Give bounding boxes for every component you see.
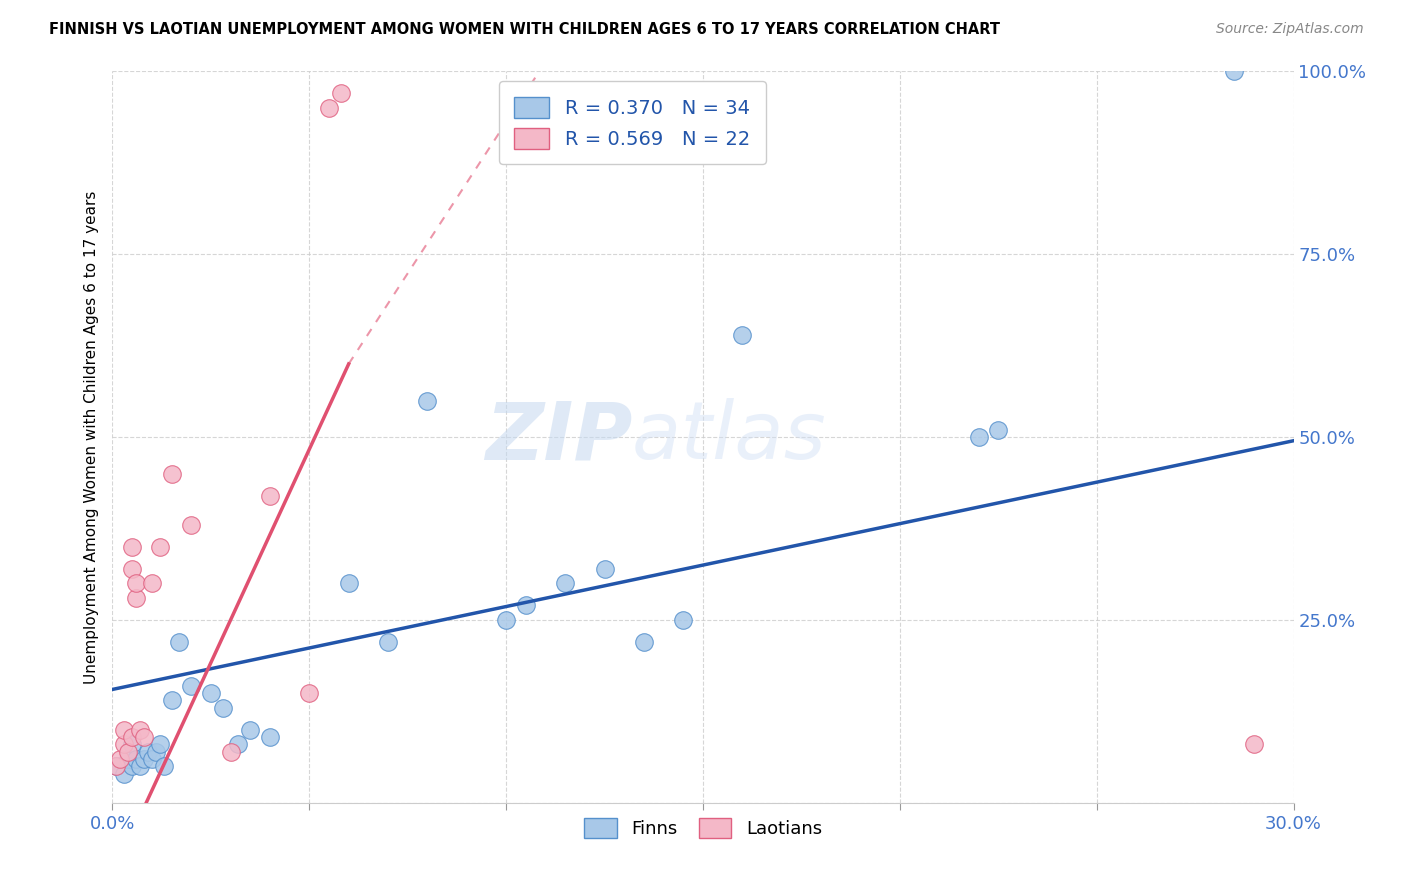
Point <box>329 87 352 101</box>
Y-axis label: Unemployment Among Women with Children Ages 6 to 17 years: Unemployment Among Women with Children A… <box>83 190 98 684</box>
Point <box>117 745 139 759</box>
Point <box>1223 64 1246 78</box>
Point <box>377 635 399 649</box>
Point <box>180 679 202 693</box>
Point <box>318 101 340 115</box>
Point <box>112 737 135 751</box>
Point <box>136 745 159 759</box>
Point <box>259 730 281 744</box>
Point <box>219 745 242 759</box>
Point <box>180 517 202 532</box>
Point <box>125 752 148 766</box>
Point <box>337 576 360 591</box>
Point <box>105 759 128 773</box>
Point <box>129 759 152 773</box>
Point <box>145 745 167 759</box>
Point <box>169 635 191 649</box>
Point <box>987 423 1010 437</box>
Point <box>121 540 143 554</box>
Point <box>239 723 262 737</box>
Point <box>515 599 537 613</box>
Point <box>731 327 754 342</box>
Point <box>259 489 281 503</box>
Point <box>129 723 152 737</box>
Point <box>121 759 143 773</box>
Point <box>125 591 148 605</box>
Text: FINNISH VS LAOTIAN UNEMPLOYMENT AMONG WOMEN WITH CHILDREN AGES 6 TO 17 YEARS COR: FINNISH VS LAOTIAN UNEMPLOYMENT AMONG WO… <box>49 22 1000 37</box>
Text: atlas: atlas <box>633 398 827 476</box>
Point <box>149 540 172 554</box>
Point <box>211 700 233 714</box>
Point <box>149 737 172 751</box>
Point <box>1243 737 1265 751</box>
Point <box>112 723 135 737</box>
Point <box>105 759 128 773</box>
Point <box>121 562 143 576</box>
Point <box>160 693 183 707</box>
Text: ZIP: ZIP <box>485 398 633 476</box>
Point <box>152 759 174 773</box>
Point <box>416 393 439 408</box>
Point <box>593 562 616 576</box>
Legend: Finns, Laotians: Finns, Laotians <box>576 811 830 845</box>
Point <box>200 686 222 700</box>
Point <box>160 467 183 481</box>
Point <box>121 737 143 751</box>
Text: Source: ZipAtlas.com: Source: ZipAtlas.com <box>1216 22 1364 37</box>
Point <box>141 576 163 591</box>
Point <box>298 686 321 700</box>
Point <box>112 766 135 780</box>
Point <box>554 576 576 591</box>
Point <box>121 730 143 744</box>
Point <box>110 752 132 766</box>
Point <box>132 752 155 766</box>
Point <box>132 730 155 744</box>
Point <box>125 576 148 591</box>
Point <box>967 430 990 444</box>
Point <box>141 752 163 766</box>
Point <box>228 737 250 751</box>
Point <box>117 752 139 766</box>
Point <box>672 613 695 627</box>
Point <box>495 613 517 627</box>
Point <box>633 635 655 649</box>
